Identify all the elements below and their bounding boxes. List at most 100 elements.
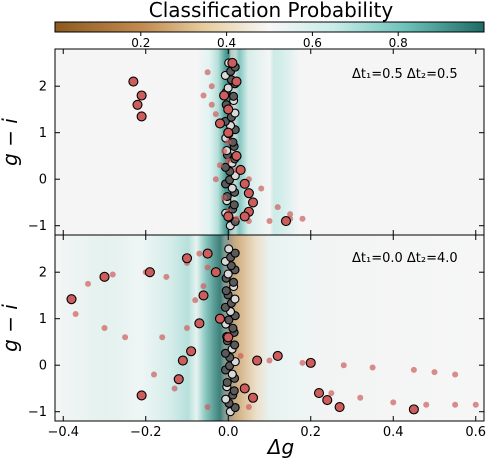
track-point bbox=[225, 157, 232, 164]
panel-top-plot bbox=[128, 57, 306, 231]
core-point bbox=[229, 200, 239, 210]
circled-point bbox=[194, 318, 205, 329]
circled-point bbox=[247, 197, 259, 208]
colorbar-tick-label: 0.2 bbox=[131, 36, 150, 50]
track-point bbox=[217, 162, 223, 169]
panel-bottom-frame bbox=[54, 234, 485, 422]
track-point bbox=[109, 271, 116, 278]
track-point bbox=[204, 69, 211, 76]
panel-top-annotation: Δt₁=0.5 Δt₂=0.5 bbox=[352, 67, 458, 82]
core-point bbox=[227, 183, 237, 193]
core-point bbox=[230, 248, 240, 258]
track-point bbox=[357, 394, 364, 401]
circled-point bbox=[227, 57, 238, 69]
circled-point bbox=[181, 253, 193, 264]
circled-point bbox=[223, 211, 234, 222]
track-point bbox=[101, 325, 108, 331]
track-point bbox=[452, 401, 459, 408]
track-point bbox=[163, 273, 170, 280]
circled-point bbox=[132, 99, 143, 110]
colorbar: Classification Probability 0.2 0.4 0.6 0.8 bbox=[54, 0, 485, 50]
circled-point bbox=[210, 267, 221, 278]
panel-bottom-ylabel: g − i bbox=[0, 304, 22, 352]
core-point bbox=[230, 340, 240, 350]
track-point bbox=[151, 371, 157, 378]
circled-point bbox=[66, 294, 77, 305]
core-point bbox=[230, 402, 240, 413]
circled-point bbox=[235, 164, 246, 175]
panel-top-ylabel: g − i bbox=[0, 118, 22, 166]
x-tick-label: 0.6 bbox=[465, 425, 486, 440]
panel-top-ticks: −1 0 1 2 bbox=[28, 49, 484, 235]
circled-point bbox=[223, 332, 234, 343]
track-point bbox=[196, 250, 203, 257]
track-point bbox=[233, 215, 240, 222]
track-point bbox=[221, 194, 228, 201]
track-point bbox=[245, 404, 252, 411]
circled-point bbox=[305, 357, 316, 368]
circled-point bbox=[231, 150, 242, 161]
y-tick-label: 1 bbox=[39, 126, 47, 141]
circled-point bbox=[239, 178, 250, 189]
track-point bbox=[200, 92, 207, 99]
circled-point bbox=[219, 90, 230, 101]
track-point bbox=[258, 185, 265, 192]
circled-point bbox=[173, 374, 184, 385]
y-tick-label: 2 bbox=[39, 266, 47, 281]
circled-point bbox=[247, 392, 259, 403]
core-point bbox=[224, 244, 234, 254]
circled-point bbox=[239, 211, 250, 222]
track-point bbox=[200, 283, 207, 290]
core-point bbox=[221, 286, 231, 296]
core-point bbox=[228, 277, 239, 287]
core-point bbox=[223, 269, 233, 279]
circled-point bbox=[408, 404, 419, 415]
track-point bbox=[472, 401, 479, 408]
circled-point bbox=[223, 104, 234, 115]
circled-point bbox=[128, 76, 139, 87]
circled-point bbox=[186, 346, 197, 357]
circled-point bbox=[202, 248, 213, 259]
track-point bbox=[340, 362, 347, 369]
core-point bbox=[229, 386, 239, 396]
circled-point bbox=[177, 355, 188, 366]
panel-bottom: −0.4 −0.2 0.0 0.2 0.4 0.6 −1 0 1 2 Δt₁=0.0 Δt₂=4.… bbox=[0, 234, 486, 440]
core-point bbox=[228, 323, 238, 333]
panel-bottom-plot bbox=[66, 244, 479, 417]
circled-point bbox=[214, 313, 226, 324]
track-point bbox=[299, 215, 306, 222]
circled-point bbox=[136, 90, 147, 101]
track-point bbox=[204, 264, 211, 271]
track-point bbox=[122, 334, 129, 341]
circled-point bbox=[223, 127, 234, 138]
panel-top-background bbox=[55, 49, 484, 235]
x-tick-label: 0.4 bbox=[383, 425, 404, 440]
core-point bbox=[222, 377, 232, 388]
circled-point bbox=[252, 355, 263, 366]
core-point bbox=[227, 369, 237, 379]
colorbar-gradient bbox=[54, 21, 485, 33]
track-point bbox=[192, 297, 199, 304]
colorbar-tick-label: 0.8 bbox=[389, 36, 408, 50]
y-tick-label: 2 bbox=[39, 80, 47, 95]
track-point bbox=[266, 218, 273, 225]
panel-bottom-ticks: −0.4 −0.2 0.0 0.2 0.4 0.6 −1 0 1 2 bbox=[28, 235, 486, 440]
x-axis-label: Δg bbox=[266, 435, 294, 459]
track-point bbox=[85, 280, 91, 287]
circled-point bbox=[334, 401, 345, 413]
track-point bbox=[299, 359, 306, 366]
track-point bbox=[208, 83, 215, 90]
circled-point bbox=[239, 383, 250, 394]
circled-point bbox=[198, 290, 209, 301]
track-point bbox=[159, 334, 166, 341]
circled-point bbox=[144, 267, 155, 278]
circled-point bbox=[243, 188, 254, 199]
track-point bbox=[410, 366, 417, 373]
panel-top: −1 0 1 2 Δt₁=0.5 Δt₂=0.5 g − i bbox=[0, 48, 485, 236]
circled-point bbox=[136, 111, 147, 122]
x-tick-label: 0.2 bbox=[300, 425, 321, 440]
track-point bbox=[225, 139, 232, 145]
x-tick-label: −0.4 bbox=[47, 425, 79, 440]
circled-point bbox=[313, 388, 325, 399]
